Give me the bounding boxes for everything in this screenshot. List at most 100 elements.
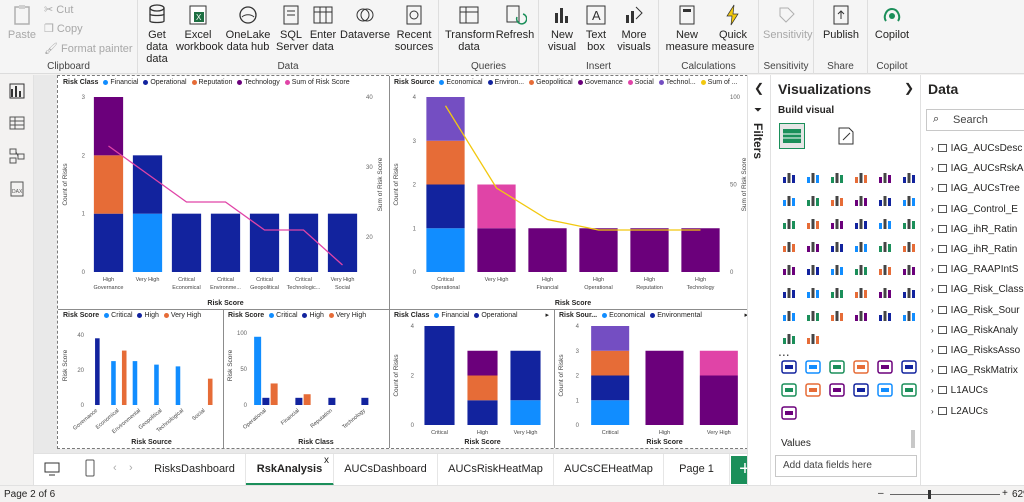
transform-data-button[interactable]: Transform data [445, 3, 495, 53]
custom-visual-icon[interactable] [877, 359, 893, 375]
get-data-button[interactable]: Get data data [142, 3, 172, 65]
tab-prev-icon[interactable]: ‹ [113, 462, 117, 474]
100-bar-icon[interactable] [877, 169, 893, 185]
power-apps-icon[interactable] [901, 284, 917, 300]
kpi-icon[interactable] [901, 238, 917, 254]
table-item[interactable]: › IAG_RAAPIntS [931, 264, 1018, 275]
dax-query-icon[interactable]: DAX [9, 181, 25, 197]
line-chart-icon[interactable] [781, 192, 797, 208]
custom-visual-icon[interactable] [877, 382, 893, 398]
paste-button[interactable]: Paste [6, 3, 38, 41]
format-visual-icon[interactable] [835, 125, 857, 147]
table-item[interactable]: › IAG_Risk_Class [931, 284, 1023, 295]
onelake-button[interactable]: OneLake data hub [222, 3, 274, 53]
custom-visual-icon[interactable] [781, 405, 797, 421]
waterfall-icon[interactable] [901, 192, 917, 208]
custom-visual-icon[interactable] [781, 382, 797, 398]
chart-count-by-class[interactable]: Risk Class Financial Operational ▸ Count… [390, 310, 553, 447]
table-item[interactable]: › L2AUCs [931, 406, 988, 417]
cut-button[interactable]: ✂ Cut [44, 4, 74, 16]
mobile-layout-icon[interactable] [84, 459, 96, 477]
custom-visual-icon[interactable] [901, 359, 917, 375]
chevron-left-icon[interactable]: ❮ [754, 81, 765, 95]
copilot-button[interactable]: Copilot [870, 3, 914, 41]
chevron-right-icon[interactable]: ❯ [904, 81, 915, 95]
tab-next-icon[interactable]: › [129, 462, 133, 474]
table-item[interactable]: › IAG_ihR_Ratin [931, 244, 1017, 255]
model-view-icon[interactable] [9, 148, 25, 164]
custom-visual-icon[interactable] [805, 382, 821, 398]
table-item[interactable]: › IAG_RiskAnaly [931, 325, 1018, 336]
stacked-area-icon[interactable] [829, 192, 845, 208]
custom-visual-icon[interactable] [805, 330, 821, 346]
chart-score-by-source[interactable]: Risk Score Critical High Very High Risk … [59, 310, 222, 447]
clock-icon[interactable] [853, 307, 869, 323]
clustered-bar-icon[interactable] [829, 169, 845, 185]
chart-count-by-source[interactable]: Risk Sour... Economical Environmental ▸ … [555, 310, 752, 447]
report-view-icon[interactable] [9, 83, 25, 99]
table-item[interactable]: › IAG_AUCsRskA [931, 163, 1023, 174]
tab-aucs-dashboard[interactable]: AUCsDashboard [334, 454, 438, 486]
more-visuals-dots[interactable]: ... [778, 343, 790, 359]
custom-visual-icon[interactable] [829, 382, 845, 398]
sensitivity-button[interactable]: Sensitivity [763, 3, 813, 41]
custom-visual-icon[interactable] [853, 359, 869, 375]
values-drop-zone[interactable]: Add data fields here [775, 455, 917, 477]
build-visual-tab[interactable] [779, 123, 805, 149]
refresh-button[interactable]: Refresh [495, 3, 535, 41]
zoom-out-icon[interactable]: – [878, 488, 884, 499]
table-item[interactable]: › IAG_AUCsTree [931, 183, 1020, 194]
table-icon[interactable] [805, 261, 821, 277]
trophy-icon[interactable] [877, 284, 893, 300]
r-visual-icon[interactable] [853, 261, 869, 277]
text-box-button[interactable]: A Text box [581, 3, 611, 53]
treemap-icon[interactable] [877, 215, 893, 231]
table-item[interactable]: › IAG_Control_E [931, 204, 1018, 215]
metrics-icon[interactable] [805, 307, 821, 323]
search-box[interactable]: ⌕ Search [926, 109, 1024, 131]
enter-data-button[interactable]: Enter data [308, 3, 338, 53]
clustered-column-icon[interactable] [853, 169, 869, 185]
custom-visual-icon[interactable] [829, 359, 845, 375]
custom-visual-icon[interactable] [781, 330, 797, 346]
pie-icon[interactable] [829, 215, 845, 231]
close-icon[interactable]: x [324, 455, 329, 466]
chart-risk-class-combo[interactable]: Risk Class Financial Operational Reputat… [59, 77, 388, 308]
table-item[interactable]: › L1AUCs [931, 385, 988, 396]
zoom-thumb[interactable] [928, 490, 931, 499]
custom-visual-icon[interactable] [901, 382, 917, 398]
100-column-icon[interactable] [901, 169, 917, 185]
tab-aucs-risk-heatmap[interactable]: AUCsRiskHeatMap [438, 454, 554, 486]
narrative-icon[interactable] [829, 284, 845, 300]
tab-page-1[interactable]: Page 1 [664, 454, 730, 486]
gauge-icon[interactable] [829, 238, 845, 254]
table-item[interactable]: › IAG_RisksAsso [931, 345, 1020, 356]
qa-icon[interactable] [805, 284, 821, 300]
area-chart-icon[interactable] [805, 192, 821, 208]
publish-button[interactable]: Publish [820, 3, 862, 41]
paginated-icon[interactable] [853, 284, 869, 300]
new-measure-button[interactable]: New measure [665, 3, 709, 53]
custom-visual-icon[interactable] [853, 382, 869, 398]
filters-pane-collapsed[interactable]: ❮ ⏷ Filters [747, 75, 771, 485]
chart-score-by-class[interactable]: Risk Score Critical High Very High Risk … [224, 310, 388, 447]
custom-visual-icon[interactable] [877, 307, 893, 323]
recent-sources-button[interactable]: Recent sources [392, 3, 436, 53]
quick-measure-button[interactable]: Quick measure [711, 3, 755, 53]
stacked-bar-icon[interactable] [781, 169, 797, 185]
more-icon[interactable] [829, 307, 845, 323]
filled-map-icon[interactable] [781, 238, 797, 254]
card-icon[interactable] [853, 238, 869, 254]
table-item[interactable]: › IAG_ihR_Ratin [931, 224, 1017, 235]
custom-visual-icon[interactable] [781, 359, 797, 375]
dataverse-button[interactable]: Dataverse [340, 3, 390, 41]
line-column-icon[interactable] [853, 192, 869, 208]
multirow-card-icon[interactable] [877, 238, 893, 254]
tab-rsk-analysis[interactable]: RskAnalysis x [246, 454, 334, 486]
new-visual-button[interactable]: New visual [545, 3, 579, 53]
more-visuals-button[interactable]: More visuals [613, 3, 655, 53]
table-item[interactable]: › IAG_RskMatrix [931, 365, 1018, 376]
custom-visual-icon[interactable] [805, 359, 821, 375]
excel-button[interactable]: X Excel workbook [176, 3, 223, 53]
tab-aucs-ce-heatmap[interactable]: AUCsCEHeatMap [554, 454, 664, 486]
